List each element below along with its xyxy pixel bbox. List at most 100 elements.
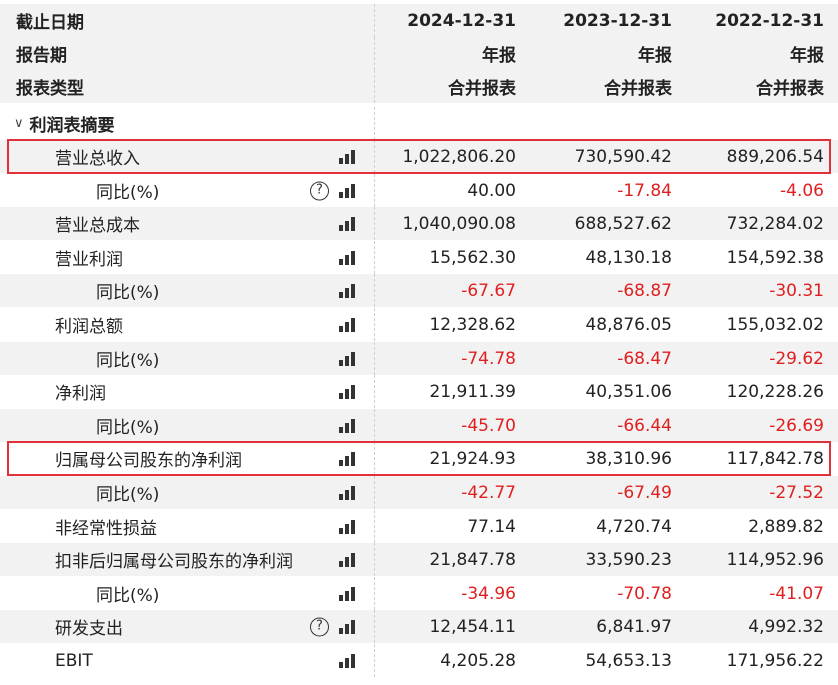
header-value: 年报 — [482, 46, 516, 66]
bar-chart-icon[interactable] — [339, 586, 357, 601]
cell-value: -68.47 — [617, 348, 672, 369]
table-row: 同比(%) -74.78 -68.47 -29.62 — [0, 342, 838, 375]
table-row: 研发支出? 12,454.11 6,841.97 4,992.32 — [0, 610, 838, 643]
cell-value: 2,889.82 — [748, 516, 824, 537]
cell-value: 1,022,806.20 — [402, 146, 516, 167]
cell-value: 120,228.26 — [726, 381, 824, 402]
bar-chart-icon[interactable] — [339, 149, 357, 164]
cell-value: 6,841.97 — [596, 616, 672, 637]
table-row: 净利润 21,911.39 40,351.06 120,228.26 — [0, 375, 838, 408]
cell-value: -70.78 — [617, 583, 672, 604]
section-row-income[interactable]: ∨ 利润表摘要 — [0, 107, 838, 140]
header-row-period: 报告期 年报 年报 年报 — [0, 37, 838, 70]
cell-value: 889,206.54 — [726, 146, 824, 167]
bar-chart-icon[interactable] — [339, 183, 357, 198]
cell-value: 171,956.22 — [726, 650, 824, 671]
table-row: 同比(%) -34.96 -70.78 -41.07 — [0, 577, 838, 610]
row-label: 营业利润 — [55, 250, 123, 270]
header-value: 合并报表 — [756, 79, 824, 99]
cell-value: 4,205.28 — [440, 650, 516, 671]
cell-value: -41.07 — [769, 583, 824, 604]
row-label: 净利润 — [55, 384, 106, 404]
cell-value: 154,592.38 — [726, 247, 824, 268]
table-row: 营业总收入 1,022,806.20 730,590.42 889,206.54 — [0, 140, 838, 173]
bar-chart-icon[interactable] — [339, 619, 357, 634]
bar-chart-icon[interactable] — [339, 283, 357, 298]
cell-value: 155,032.02 — [726, 314, 824, 335]
section-title: 利润表摘要 — [29, 116, 115, 136]
row-label: 同比(%) — [96, 283, 160, 303]
bar-chart-icon[interactable] — [339, 552, 357, 567]
bar-chart-icon[interactable] — [339, 351, 357, 366]
bar-chart-icon[interactable] — [339, 250, 357, 265]
row-label: 同比(%) — [96, 351, 160, 371]
bar-chart-icon[interactable] — [339, 384, 357, 399]
header-row-type: 报表类型 合并报表 合并报表 合并报表 — [0, 70, 838, 103]
header-label: 截止日期 — [16, 13, 84, 33]
cell-value: -66.44 — [617, 415, 672, 436]
table-row: 同比(%) -45.70 -66.44 -26.69 — [0, 409, 838, 442]
cell-value: 33,590.23 — [585, 549, 672, 570]
table-row: 同比(%) -67.67 -68.87 -30.31 — [0, 274, 838, 307]
question-circle-icon[interactable]: ? — [310, 617, 329, 636]
cell-value: -34.96 — [461, 583, 516, 604]
table-row: 非经常性损益 77.14 4,720.74 2,889.82 — [0, 510, 838, 543]
header-value: 2023-12-31 — [563, 10, 672, 31]
bar-chart-icon[interactable] — [339, 216, 357, 231]
cell-value: 1,040,090.08 — [402, 213, 516, 234]
header-value: 合并报表 — [604, 79, 672, 99]
bar-chart-icon[interactable] — [339, 653, 357, 668]
table-row: 利润总额 12,328.62 48,876.05 155,032.02 — [0, 308, 838, 341]
cell-value: -74.78 — [461, 348, 516, 369]
cell-value: 54,653.13 — [585, 650, 672, 671]
bar-chart-icon[interactable] — [339, 451, 357, 466]
table-row: 归属母公司股东的净利润 21,924.93 38,310.96 117,842.78 — [0, 442, 838, 475]
row-label: 同比(%) — [96, 183, 160, 203]
table-row: 同比(%)? 40.00 -17.84 -4.06 — [0, 174, 838, 207]
cell-value: 15,562.30 — [429, 247, 516, 268]
row-label: 归属母公司股东的净利润 — [55, 451, 242, 471]
header-label: 报表类型 — [16, 79, 84, 99]
cell-value: -45.70 — [461, 415, 516, 436]
row-label: EBIT — [55, 650, 93, 671]
bar-chart-icon[interactable] — [339, 485, 357, 500]
cell-value: 21,911.39 — [429, 381, 516, 402]
cell-value: -42.77 — [461, 482, 516, 503]
cell-value: 688,527.62 — [574, 213, 672, 234]
header-value: 2024-12-31 — [407, 10, 516, 31]
cell-value: -30.31 — [769, 280, 824, 301]
cell-value: 48,130.18 — [585, 247, 672, 268]
header-label: 报告期 — [16, 46, 67, 66]
header-row-date: 截止日期 2024-12-31 2023-12-31 2022-12-31 — [0, 4, 838, 37]
cell-value: 48,876.05 — [585, 314, 672, 335]
bar-chart-icon[interactable] — [339, 317, 357, 332]
cell-value: -29.62 — [769, 348, 824, 369]
cell-value: 40,351.06 — [585, 381, 672, 402]
cell-value: 12,328.62 — [429, 314, 516, 335]
table-row: 同比(%) -42.77 -67.49 -27.52 — [0, 476, 838, 509]
cell-value: -67.49 — [617, 482, 672, 503]
row-label: 非经常性损益 — [55, 519, 157, 539]
cell-value: 730,590.42 — [574, 146, 672, 167]
chevron-down-icon[interactable]: ∨ — [14, 116, 24, 131]
cell-value: 40.00 — [467, 180, 516, 201]
question-circle-icon[interactable]: ? — [310, 181, 329, 200]
cell-value: 117,842.78 — [726, 448, 824, 469]
table-row: 营业利润 15,562.30 48,130.18 154,592.38 — [0, 241, 838, 274]
table-row: 扣非后归属母公司股东的净利润 21,847.78 33,590.23 114,952.… — [0, 543, 838, 576]
bar-chart-icon[interactable] — [339, 519, 357, 534]
row-label: 同比(%) — [96, 418, 160, 438]
row-label: 扣非后归属母公司股东的净利润 — [55, 552, 293, 572]
cell-value: -26.69 — [769, 415, 824, 436]
cell-value: -4.06 — [780, 180, 824, 201]
cell-value: 38,310.96 — [585, 448, 672, 469]
bar-chart-icon[interactable] — [339, 418, 357, 433]
cell-value: 4,720.74 — [596, 516, 672, 537]
cell-value: 12,454.11 — [429, 616, 516, 637]
header-value: 年报 — [790, 46, 824, 66]
header-value: 年报 — [638, 46, 672, 66]
table-row: EBIT 4,205.28 54,653.13 171,956.22 — [0, 644, 838, 677]
row-label: 同比(%) — [96, 586, 160, 606]
table-row: 营业总成本 1,040,090.08 688,527.62 732,284.02 — [0, 207, 838, 240]
row-label: 同比(%) — [96, 485, 160, 505]
